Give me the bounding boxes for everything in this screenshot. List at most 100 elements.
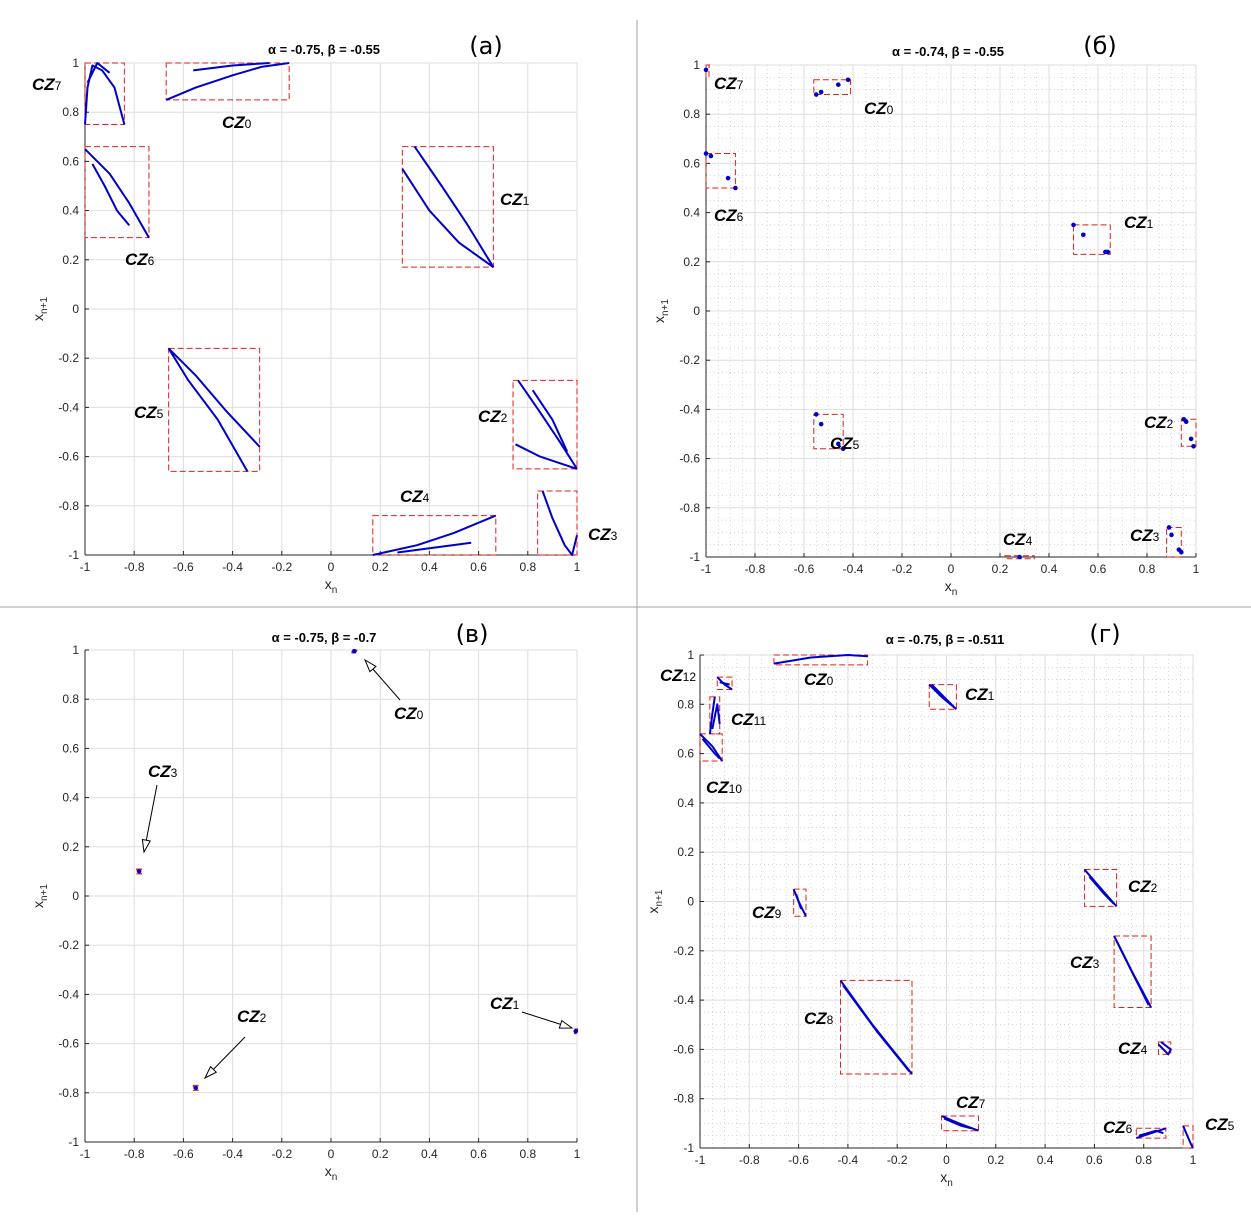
x-tick-label: 0.8: [1139, 562, 1156, 576]
x-tick-label: -0.8: [124, 560, 145, 574]
cz-label-5: CZ5: [134, 403, 164, 422]
x-tick-label: 1: [574, 1147, 581, 1161]
cz-box-5: [813, 413, 844, 450]
cz-label-5: CZ5: [1205, 1115, 1235, 1134]
attractor-point: [836, 441, 841, 447]
attractor-point: [1017, 554, 1022, 560]
x-tick-label: 0.4: [1037, 1153, 1054, 1167]
cz-label-2: CZ2: [1144, 413, 1174, 432]
y-tick-label: 0: [693, 304, 700, 318]
x-tick-label: -1: [80, 560, 91, 574]
attractor-curve: [1182, 1125, 1194, 1149]
cz-box-6: [84, 146, 150, 239]
y-tick-label: 0.8: [677, 697, 694, 711]
y-tick-label: 0.6: [677, 747, 694, 761]
attractor-point: [708, 153, 714, 159]
cz-box-3: [1166, 526, 1182, 558]
attractor-point: [193, 1085, 198, 1091]
attractor-point: [573, 1029, 579, 1034]
attractor-curve: [413, 146, 495, 268]
x-tick-label: -0.2: [271, 560, 292, 574]
y-tick-label: 0.4: [62, 791, 79, 805]
cz-label-7: CZ7: [714, 74, 744, 93]
attractor-point: [818, 89, 824, 95]
x-tick-label: 0.6: [1090, 562, 1107, 576]
x-tick-label: -1: [695, 1153, 706, 1167]
cz-box-3: [537, 490, 578, 556]
cz-label-4: CZ4: [400, 487, 430, 506]
attractor-point: [352, 648, 357, 654]
y-tick-label: 0.8: [62, 692, 79, 706]
cz-box-3: [136, 868, 143, 875]
panel-g: -1 -0.8 -0.6 -0.4 -0.2 0 0.2 0.4 0.6 0.8 1 -1 -0.8 -0…: [645, 620, 1235, 1189]
attractor-curve: [795, 893, 803, 910]
y-tick-label: -1: [683, 1141, 694, 1155]
y-tick-label: -1: [68, 1135, 79, 1149]
panel-b: -1 -0.8 -0.6 -0.4 -0.2 0 0.2 0.4 0.6 0.8 1 -1 -0.8 -0…: [651, 32, 1200, 598]
attractor-point: [1191, 444, 1196, 449]
attractor-point: [1169, 532, 1174, 538]
y-tick-label: -1: [68, 548, 79, 562]
cz-label-10: CZ10: [706, 778, 742, 797]
attractor-point: [836, 82, 841, 87]
x-tick-label: -0.8: [745, 562, 766, 576]
x-tick-label: 0: [328, 1147, 335, 1161]
x-tick-label: -0.6: [794, 562, 815, 576]
y-tick-label: -0.2: [679, 353, 700, 367]
y-tick-label: -0.6: [58, 450, 79, 464]
attractor-curve: [84, 148, 150, 239]
panel-label: (в): [456, 620, 489, 648]
cz-box-1: [928, 684, 957, 710]
y-tick-label: -0.6: [673, 1042, 694, 1056]
y-tick-label: -0.6: [679, 452, 700, 466]
x-tick-label: 0.2: [992, 562, 1009, 576]
x-tick-label: -0.2: [892, 562, 913, 576]
arrow-head: [203, 1065, 218, 1080]
attractor-curve: [930, 683, 955, 708]
x-tick-label: -0.6: [173, 1147, 194, 1161]
attractor-point: [725, 175, 731, 181]
y-tick-label: 0.4: [62, 204, 79, 218]
x-tick-label: 0.6: [470, 1147, 487, 1161]
cz-label-4: CZ4: [1003, 530, 1033, 549]
attractor-point: [1179, 549, 1184, 555]
attractor-curve: [719, 681, 730, 686]
attractor-point: [136, 869, 142, 874]
x-axis-label: xn: [940, 1169, 953, 1189]
attractor-curve: [515, 443, 578, 470]
x-tick-label: 0.8: [1135, 1153, 1152, 1167]
attractor-curve: [711, 703, 721, 730]
y-tick-label: -0.8: [58, 499, 79, 513]
y-tick-label: -0.2: [58, 351, 79, 365]
y-tick-label: 0: [72, 889, 79, 903]
y-tick-label: -0.2: [58, 938, 79, 952]
cz-box-1: [1073, 224, 1111, 255]
attractor-curve: [397, 541, 472, 554]
cz-label-2: CZ2: [478, 407, 508, 426]
attractor-curve: [701, 738, 721, 760]
x-tick-label: 0.4: [421, 1147, 438, 1161]
cz-label-6: CZ6: [714, 206, 744, 225]
y-tick-label: 1: [693, 58, 700, 72]
y-tick-label: 0.4: [677, 796, 694, 810]
cz-label-3: CZ3: [588, 525, 618, 544]
y-axis-label: xn+1: [30, 884, 50, 908]
y-tick-label: 0.2: [62, 840, 79, 854]
attractor-point: [1105, 249, 1111, 255]
cz-box-2: [512, 379, 578, 470]
x-tick-label: 1: [574, 560, 581, 574]
panel-label: (а): [469, 32, 502, 60]
x-axis-label: xn: [325, 576, 338, 596]
attractor-curve: [401, 168, 494, 269]
cz-box-2: [1180, 418, 1197, 447]
attractor-curve: [517, 379, 578, 470]
x-tick-label: -0.4: [838, 1153, 859, 1167]
panel-a: -1 -0.8 -0.6 -0.4 -0.2 0 0.2 0.4 0.6 0.8 1 -1 -0.8 -0…: [30, 32, 618, 596]
y-tick-label: -0.8: [58, 1086, 79, 1100]
y-tick-label: 0.6: [62, 154, 79, 168]
chart-title: α = -0.75, β = -0.55: [268, 42, 380, 57]
attractor-curve: [86, 62, 111, 84]
y-tick-label: -1: [689, 550, 700, 564]
attractor-point: [1188, 436, 1194, 442]
cz-label-0: CZ0: [864, 99, 894, 118]
